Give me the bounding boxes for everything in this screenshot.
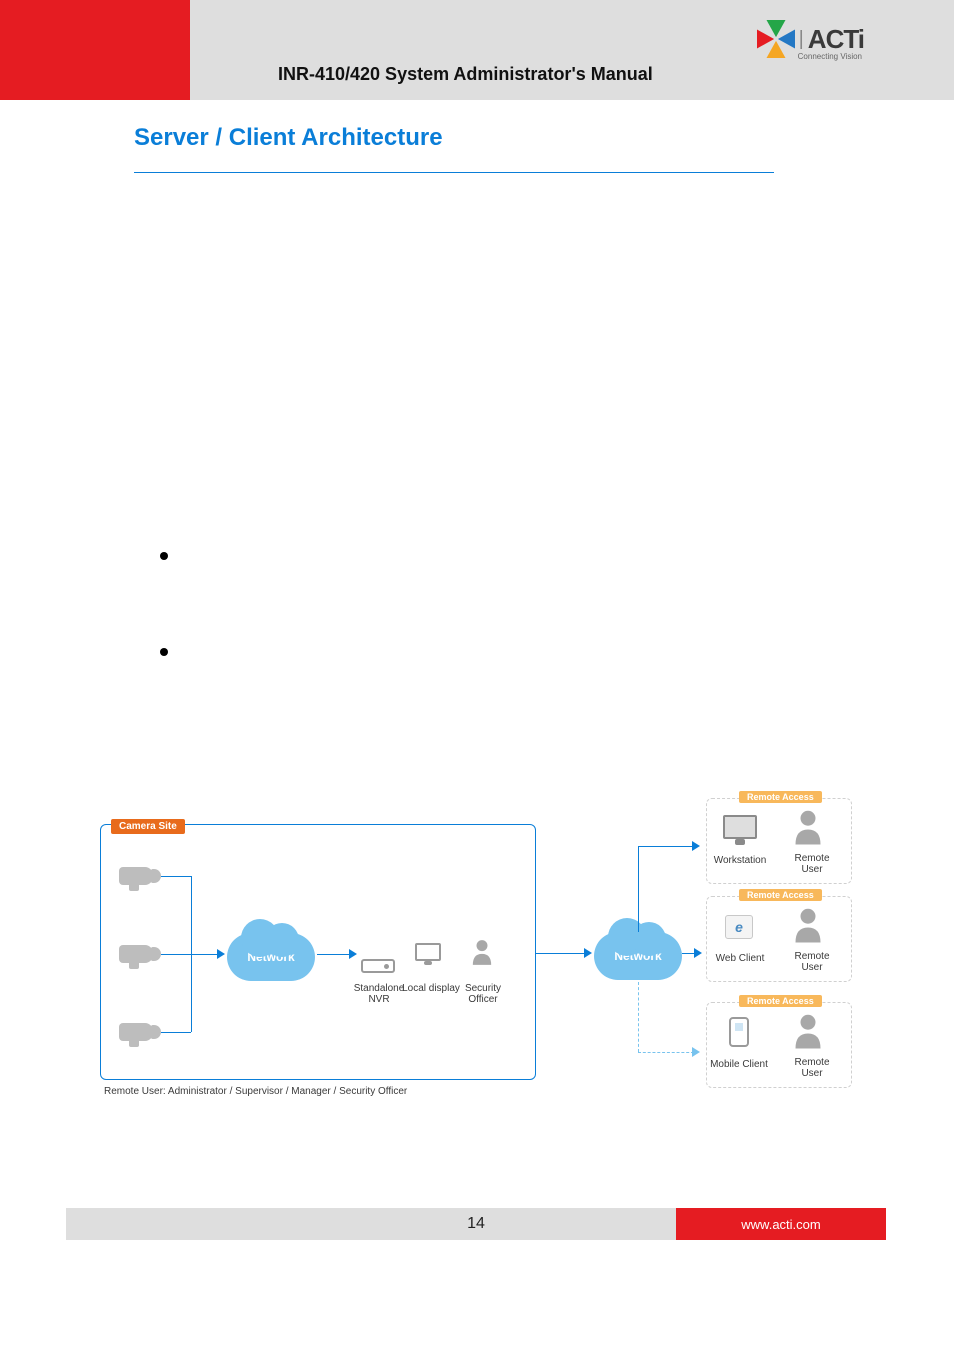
title-underline — [134, 172, 774, 173]
bullet — [160, 648, 168, 656]
logo-tagline: Connecting Vision — [798, 52, 862, 61]
person-icon — [793, 907, 823, 948]
security-officer-label: Security Officer — [461, 983, 505, 1005]
remote-access-panel: Remote Access Mobile Client Remote User — [706, 1002, 852, 1088]
remote-access-tag: Remote Access — [739, 791, 822, 803]
remote-access-tag: Remote Access — [739, 995, 822, 1007]
network-cloud: Network — [594, 932, 682, 980]
nvr-icon — [361, 959, 395, 973]
monitor-icon — [415, 943, 441, 961]
workstation-label: Workstation — [711, 855, 769, 866]
section-title: Server / Client Architecture — [134, 124, 443, 152]
remote-user-label: Remote User — [789, 951, 835, 973]
local-display-label: Local display — [401, 983, 461, 994]
camera-icon — [119, 945, 153, 963]
remote-user-label: Remote User — [789, 853, 835, 875]
camera-icon — [119, 1023, 153, 1041]
web-client-icon: e — [725, 915, 753, 939]
person-icon — [793, 809, 823, 850]
bullet — [160, 552, 168, 560]
person-icon — [471, 939, 493, 963]
header-red-block — [0, 0, 190, 100]
camera-site-box: Camera Site Network Standalone NVR Local… — [100, 824, 536, 1080]
camera-site-tag: Camera Site — [111, 819, 185, 834]
network-label: Network — [247, 950, 294, 964]
nvr-label: Standalone NVR — [353, 983, 405, 1005]
remote-access-tag: Remote Access — [739, 889, 822, 901]
workstation-icon — [723, 815, 757, 839]
remote-access-panel: Remote Access Workstation Remote User — [706, 798, 852, 884]
page-number: 14 — [467, 1215, 485, 1233]
network-cloud: Network — [227, 933, 315, 981]
remote-user-label: Remote User — [789, 1057, 835, 1079]
footer-url: www.acti.com — [676, 1208, 886, 1240]
mobile-client-label: Mobile Client — [709, 1059, 769, 1070]
remote-access-panel: Remote Access e Web Client Remote User — [706, 896, 852, 982]
person-icon — [793, 1013, 823, 1054]
logo-text: ACTi — [808, 24, 864, 55]
document-title: INR-410/420 System Administrator's Manua… — [278, 64, 653, 85]
camera-icon — [119, 867, 153, 885]
mobile-icon — [729, 1017, 749, 1047]
network-label: Network — [614, 949, 661, 963]
diagram-caption: Remote User: Administrator / Supervisor … — [104, 1086, 407, 1097]
web-client-label: Web Client — [713, 953, 767, 964]
logo-mark — [757, 20, 795, 58]
